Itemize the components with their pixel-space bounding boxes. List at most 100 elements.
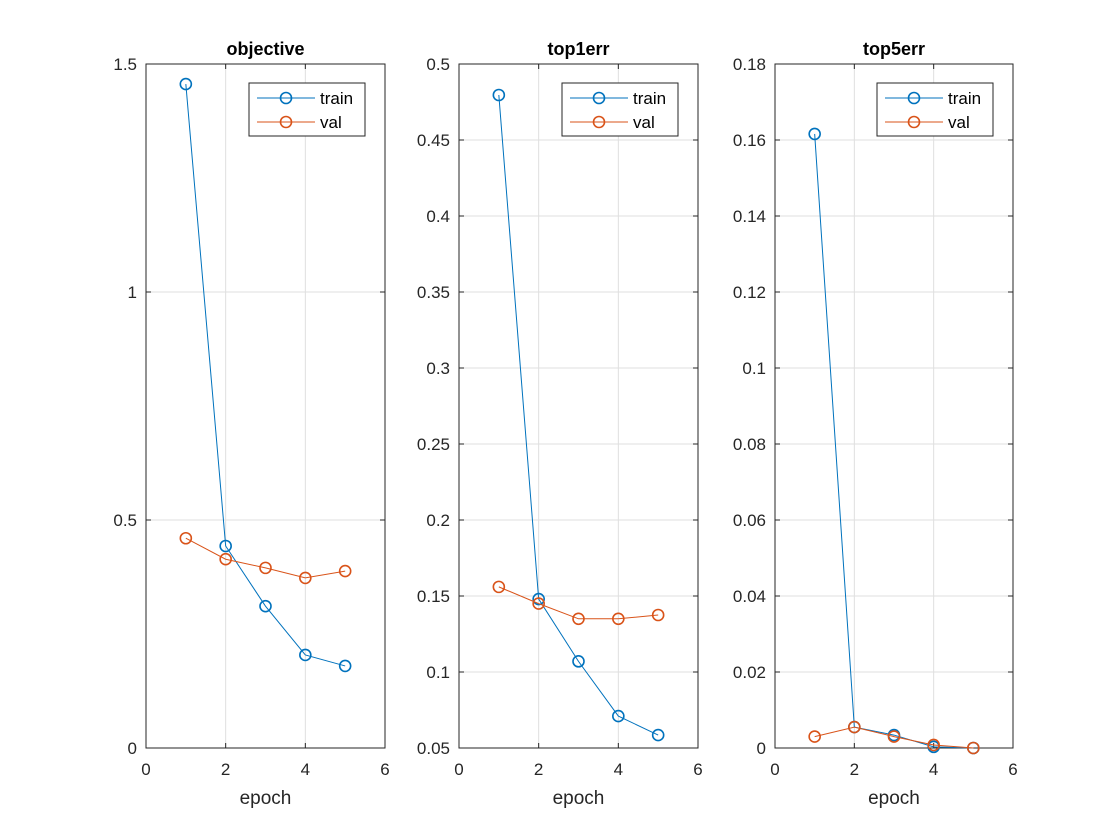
y-tick-label: 0.16 <box>733 131 766 150</box>
y-tick-label: 0.18 <box>733 55 766 74</box>
data-point-val <box>848 720 861 734</box>
x-tick-label: 2 <box>850 760 859 779</box>
y-tick-label: 0.12 <box>733 283 766 302</box>
data-point-val <box>651 608 665 622</box>
x-tick-label: 2 <box>221 760 230 779</box>
axes-box <box>458 63 699 749</box>
y-tick-label: 0.1 <box>742 359 766 378</box>
x-tick-label: 0 <box>141 760 150 779</box>
data-point-train <box>808 127 821 141</box>
y-tick-label: 0.3 <box>426 359 450 378</box>
y-tick-label: 0.06 <box>733 511 766 530</box>
data-point-val <box>299 571 312 585</box>
legend-marker-val <box>907 115 921 129</box>
data-point-val <box>492 580 506 594</box>
y-tick-label: 0.45 <box>417 131 450 150</box>
x-tick-label: 6 <box>380 760 389 779</box>
x-tick-label: 4 <box>614 760 623 779</box>
legend-box <box>876 82 994 137</box>
legend-label-train: train <box>320 89 353 108</box>
legend-label-val: val <box>633 113 655 132</box>
x-tick-label: 6 <box>693 760 702 779</box>
data-point-train <box>179 77 193 91</box>
data-point-train <box>259 599 272 613</box>
x-axis-label: epoch <box>868 788 920 809</box>
data-point-val <box>887 730 901 743</box>
legend-marker-val <box>592 115 606 129</box>
data-point-val <box>259 561 272 575</box>
data-point-train <box>572 655 585 668</box>
y-tick-label: 0.02 <box>733 663 766 682</box>
y-tick-label: 0.15 <box>417 587 450 606</box>
legend-label-train: train <box>633 89 666 108</box>
axes-top5err: 0 2 4 6 0 0.02 0.04 0.06 0.08 0.1 0.12 0.14 0.16 0.18… <box>733 39 1018 809</box>
y-tick-label: 0.5 <box>426 55 450 74</box>
x-axis-label: epoch <box>240 788 292 809</box>
legend-label-val: val <box>320 113 342 132</box>
plot-area <box>459 64 698 748</box>
legend-marker-val <box>279 115 293 129</box>
axes-box <box>774 63 1014 749</box>
chart-title: top1err <box>547 39 609 59</box>
data-point-val <box>572 612 585 626</box>
data-point-train <box>492 88 506 102</box>
y-tick-label: 0.1 <box>426 663 450 682</box>
y-tick-label: 1 <box>128 283 137 302</box>
data-point-train <box>532 592 545 606</box>
data-point-val <box>179 531 193 545</box>
legend: train val <box>876 82 994 137</box>
x-tick-label: 4 <box>301 760 310 779</box>
y-tick-label: 0.2 <box>426 511 450 530</box>
x-axis-label: epoch <box>553 788 605 809</box>
data-point-train <box>651 728 665 742</box>
legend-marker-train <box>907 91 921 105</box>
data-point-train <box>338 659 352 673</box>
y-tick-label: 0.35 <box>417 283 450 302</box>
x-tick-label: 2 <box>534 760 543 779</box>
y-tick-label: 0.04 <box>733 587 766 606</box>
series-line-train <box>498 94 659 736</box>
data-point-val <box>219 552 232 566</box>
y-tick-label: 1.5 <box>113 55 137 74</box>
legend-label-train: train <box>948 89 981 108</box>
y-tick-label: 0.4 <box>426 207 450 226</box>
y-tick-label: 0 <box>128 739 137 758</box>
data-point-val <box>808 730 821 743</box>
legend-box <box>561 82 679 137</box>
legend-marker-train <box>592 91 606 105</box>
data-point-val <box>612 612 625 626</box>
series-line-train <box>814 133 974 749</box>
series-line-val <box>185 537 346 579</box>
series-line-val <box>498 586 659 620</box>
x-tick-label: 6 <box>1008 760 1017 779</box>
data-point-train <box>612 709 625 723</box>
plot-area <box>146 64 385 748</box>
data-point-val <box>532 597 545 610</box>
legend: train val <box>561 82 679 137</box>
data-point-val <box>927 738 940 752</box>
chart-title: objective <box>226 39 304 59</box>
legend-marker-train <box>279 91 293 105</box>
x-tick-label: 4 <box>929 760 938 779</box>
legend: train val <box>248 82 366 137</box>
x-tick-label: 0 <box>770 760 779 779</box>
legend-box <box>248 82 366 137</box>
axes-box <box>145 63 386 749</box>
axes-objective: 0 2 4 6 0 0.5 1 1.5 objective epoch train val <box>113 39 389 809</box>
data-point-val <box>338 564 352 578</box>
data-point-val <box>967 741 980 755</box>
y-tick-label: 0.14 <box>733 207 766 226</box>
series-line-val <box>814 726 974 749</box>
y-tick-label: 0.08 <box>733 435 766 454</box>
data-point-train <box>219 539 232 553</box>
y-tick-label: 0 <box>757 739 766 758</box>
x-tick-label: 0 <box>454 760 463 779</box>
data-point-train <box>299 648 312 662</box>
y-tick-label: 0.5 <box>113 511 137 530</box>
legend-label-val: val <box>948 113 970 132</box>
series-line-train <box>185 84 346 667</box>
plot-area <box>775 64 1013 748</box>
chart-title: top5err <box>863 39 925 59</box>
axes-top1err: 0 2 4 6 0.05 0.1 0.15 0.2 0.25 0.3 0.35 0.4 0.45 0.5 t… <box>417 39 703 809</box>
